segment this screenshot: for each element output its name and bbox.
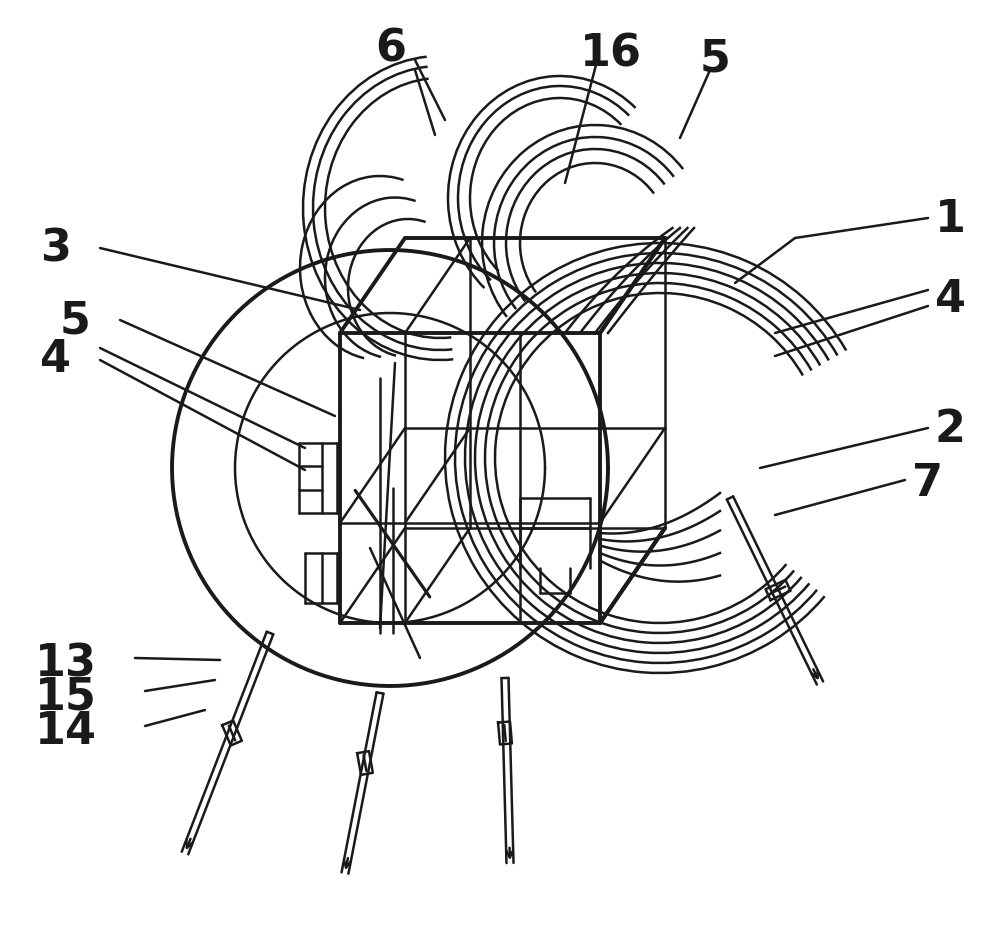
Text: 5: 5: [700, 37, 731, 81]
Text: 2: 2: [935, 407, 966, 450]
Text: 14: 14: [35, 709, 97, 752]
Text: 1: 1: [935, 198, 966, 240]
Text: 6: 6: [375, 28, 406, 71]
Text: 16: 16: [580, 32, 642, 75]
Text: 4: 4: [40, 337, 71, 380]
Text: 4: 4: [935, 277, 966, 320]
Text: 13: 13: [35, 642, 97, 685]
Text: 3: 3: [40, 227, 71, 270]
Text: 7: 7: [912, 462, 943, 505]
Text: 15: 15: [35, 675, 97, 717]
Text: 5: 5: [60, 299, 91, 342]
